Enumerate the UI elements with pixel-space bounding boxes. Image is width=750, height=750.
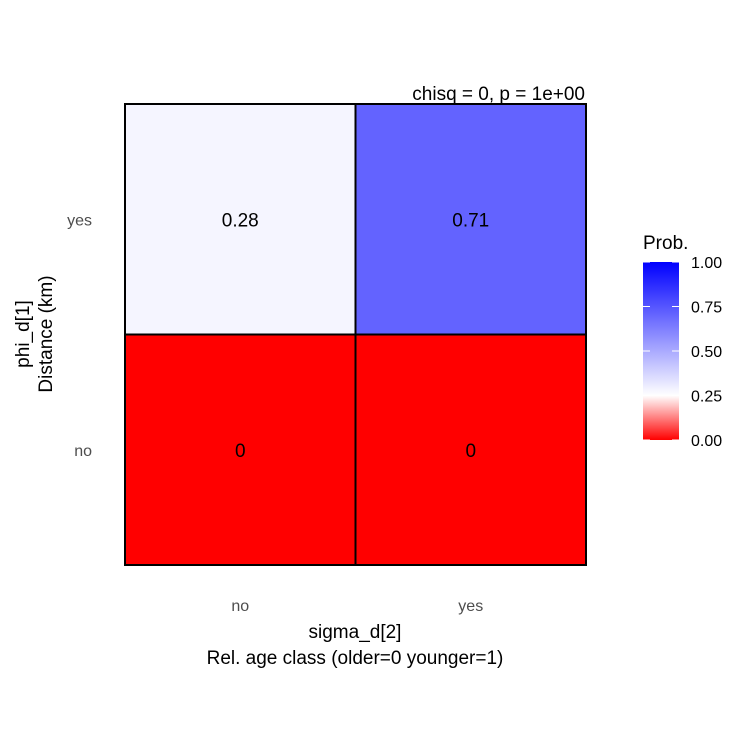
cell-value-label: 0.28 (222, 210, 259, 231)
heatmap-cell-yes-no (354, 333, 587, 566)
y-tick-label: no (74, 443, 92, 460)
legend-tick-label: 1.00 (691, 255, 722, 272)
y-axis-subtitle: Distance (km) (36, 275, 57, 392)
heatmap-cell-no-no (124, 333, 357, 566)
y-axis-title: phi_d[1] (13, 300, 34, 368)
legend-tick-label: 0.00 (691, 433, 722, 450)
x-axis-ticks: no yes (231, 598, 483, 615)
cell-value-label: 0 (465, 441, 476, 462)
legend-tick-label: 0.75 (691, 300, 722, 317)
x-axis-title: sigma_d[2] (309, 622, 402, 643)
heatmap-cell-no-yes (124, 103, 357, 336)
x-tick-label: no (231, 598, 249, 615)
heatmap-cells: 0.28 0.71 0 0 (124, 103, 587, 566)
heatmap-cell-yes-yes (354, 103, 587, 336)
cell-value-label: 0.71 (452, 210, 489, 231)
cell-value-label: 0 (235, 441, 246, 462)
legend-tick-label: 0.25 (691, 389, 722, 406)
x-axis-subtitle: Rel. age class (older=0 younger=1) (207, 648, 504, 669)
legend-tick-label: 0.50 (691, 344, 722, 361)
x-tick-label: yes (458, 598, 483, 615)
legend-ticks: 1.00 0.75 0.50 0.25 0.00 (643, 255, 722, 450)
y-axis-ticks: no yes (67, 212, 92, 460)
y-tick-label: yes (67, 212, 92, 229)
chisq-annotation: chisq = 0, p = 1e+00 (412, 84, 585, 105)
legend-title: Prob. (643, 233, 688, 254)
